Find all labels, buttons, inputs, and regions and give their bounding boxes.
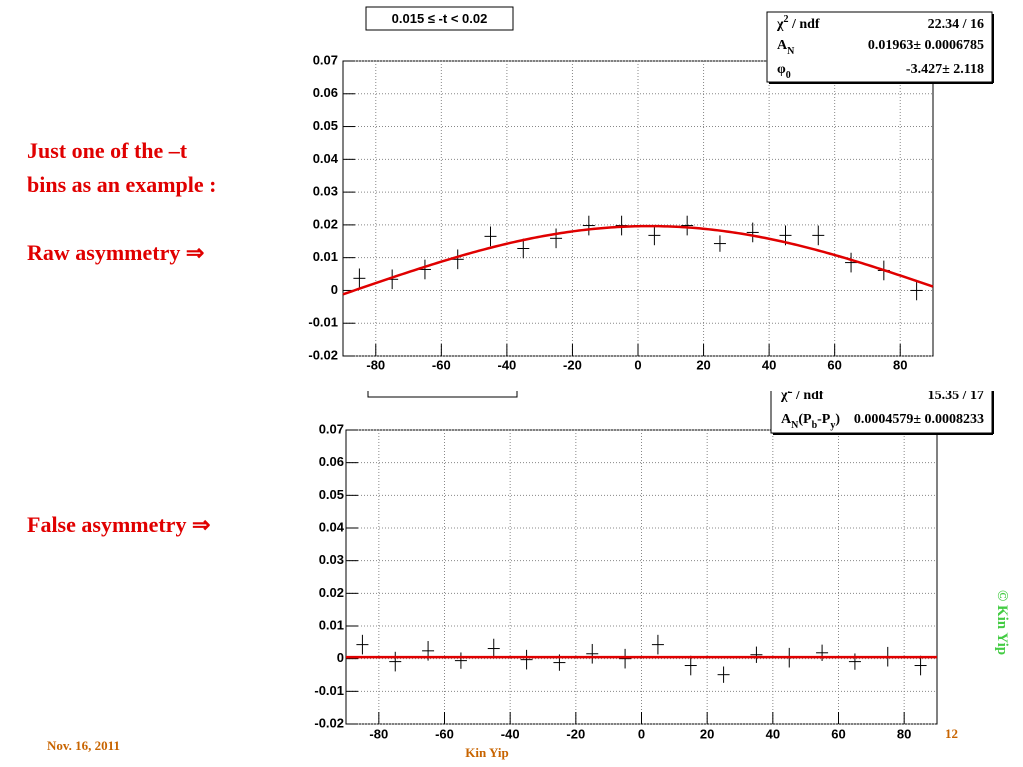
y-tick-label: -0.02 [308,347,338,362]
x-tick-label: -80 [366,357,385,372]
y-tick-label: -0.02 [314,715,344,730]
stats-label-part: N [791,420,799,431]
stats-label-part: y [830,420,835,431]
page-number: 12 [945,726,958,741]
x-tick-label: -20 [563,357,582,372]
stats-value: 0.01963± 0.0006785 [868,38,984,53]
y-tick-label: 0.01 [319,617,344,632]
x-tick-label: 80 [893,357,907,372]
intro-line: bins as an example : [27,172,216,197]
false-asymmetry-panel: -0.02 -0.01 0 0.01 0.02 0.03 0.04 0.05 0.06 0.07 -… [314,371,994,741]
stats-box [766,11,993,83]
y-tick-label: 0 [331,282,338,297]
y-tick-label: 0.06 [313,85,338,100]
y-tick-label: 0 [337,650,344,665]
y-tick-label: 0.03 [313,184,338,199]
y-tick-label: 0.04 [319,519,345,534]
x-tick-label: -80 [369,726,388,741]
stats-label-part: (P [798,412,812,427]
stats-label-part: / ndf [788,17,819,32]
stats-label-part: N [787,46,795,57]
stats-label-part: A [781,412,792,427]
y-tick-label: 0.07 [313,52,338,67]
stats-value: 15.35 / 17 [928,388,984,403]
stats-value: -3.427± 2.118 [906,62,984,77]
y-tick-label: -0.01 [308,315,338,330]
y-tick-label: 0.07 [319,421,344,436]
x-tick-label: 40 [762,357,776,372]
y-tick-label: -0.01 [314,683,344,698]
y-tick-label: 0.02 [313,216,338,231]
y-tick-label: 0.04 [313,151,339,166]
stats-label-part: 2 [783,14,788,25]
stats-label-part: χ [776,17,784,32]
footer-date: Nov. 16, 2011 [47,738,120,753]
stats-label-part: b [812,420,818,431]
x-tick-label: -40 [497,357,516,372]
stats-label-part: 0 [786,70,791,81]
stats-label: φ0 [777,62,791,81]
intro-line: Just one of the –t [27,138,188,163]
x-tick-label: 40 [766,726,780,741]
stats-label-part: ) [835,412,840,427]
footer-author: Kin Yip [465,745,508,760]
y-tick-label: 0.05 [313,118,338,133]
chart-title: 0.015 ≤ -t < 0.02 [392,11,488,26]
stats-value: 0.0004579± 0.0008233 [854,412,984,427]
x-tick-label: -60 [435,726,454,741]
fit-curve [342,224,934,296]
stats-label-part: / ndf [792,388,823,403]
raw-label: Raw asymmetry ⇒ [27,240,204,265]
title-box [365,6,514,31]
raw-asymmetry-panel: -0.02 -0.01 0 0.01 0.02 0.03 0.04 0.05 0.06 0.07 -… [308,6,994,372]
y-tick-label: 0.02 [319,585,344,600]
y-tick-label: 0.01 [313,249,338,264]
x-tick-label: 0 [638,726,645,741]
stats-label-part: -P [817,412,831,427]
stats-label: AN(Pb-Py) [781,412,840,431]
stats-label: χ2 / ndf [776,14,820,32]
watermark: © Kin Yip [994,590,1010,655]
x-tick-label: 80 [897,726,911,741]
stats-label: AN [777,38,795,57]
x-tick-label: 20 [700,726,714,741]
stats-label-part: χ [780,388,788,403]
stats-value: 22.34 / 16 [928,17,984,32]
x-tick-label: -40 [501,726,520,741]
x-tick-label: 60 [827,357,841,372]
x-tick-label: 60 [831,726,845,741]
y-tick-label: 0.03 [319,552,344,567]
y-tick-label: 0.06 [319,454,344,469]
x-tick-label: 20 [696,357,710,372]
x-tick-label: -60 [432,357,451,372]
y-tick-label: 0.05 [319,487,344,502]
x-tick-label: 0 [634,357,641,372]
x-tick-label: -20 [566,726,585,741]
false-label: False asymmetry ⇒ [27,512,210,537]
stats-label-part: φ [777,62,786,77]
stats-label-part: A [777,38,788,53]
